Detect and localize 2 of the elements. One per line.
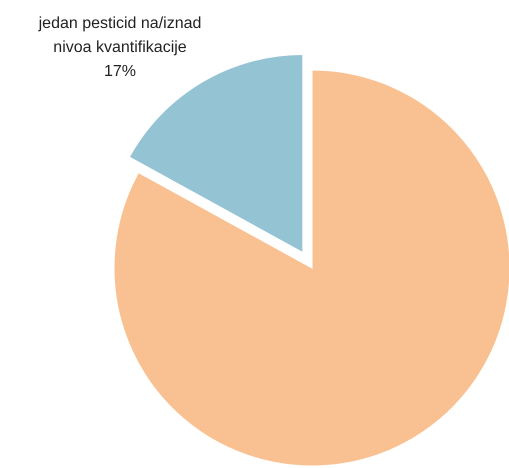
slice-label: jedan pesticid na/iznad nivoa kvantifikacije (38, 15, 202, 56)
data-label: 17% (104, 63, 136, 80)
